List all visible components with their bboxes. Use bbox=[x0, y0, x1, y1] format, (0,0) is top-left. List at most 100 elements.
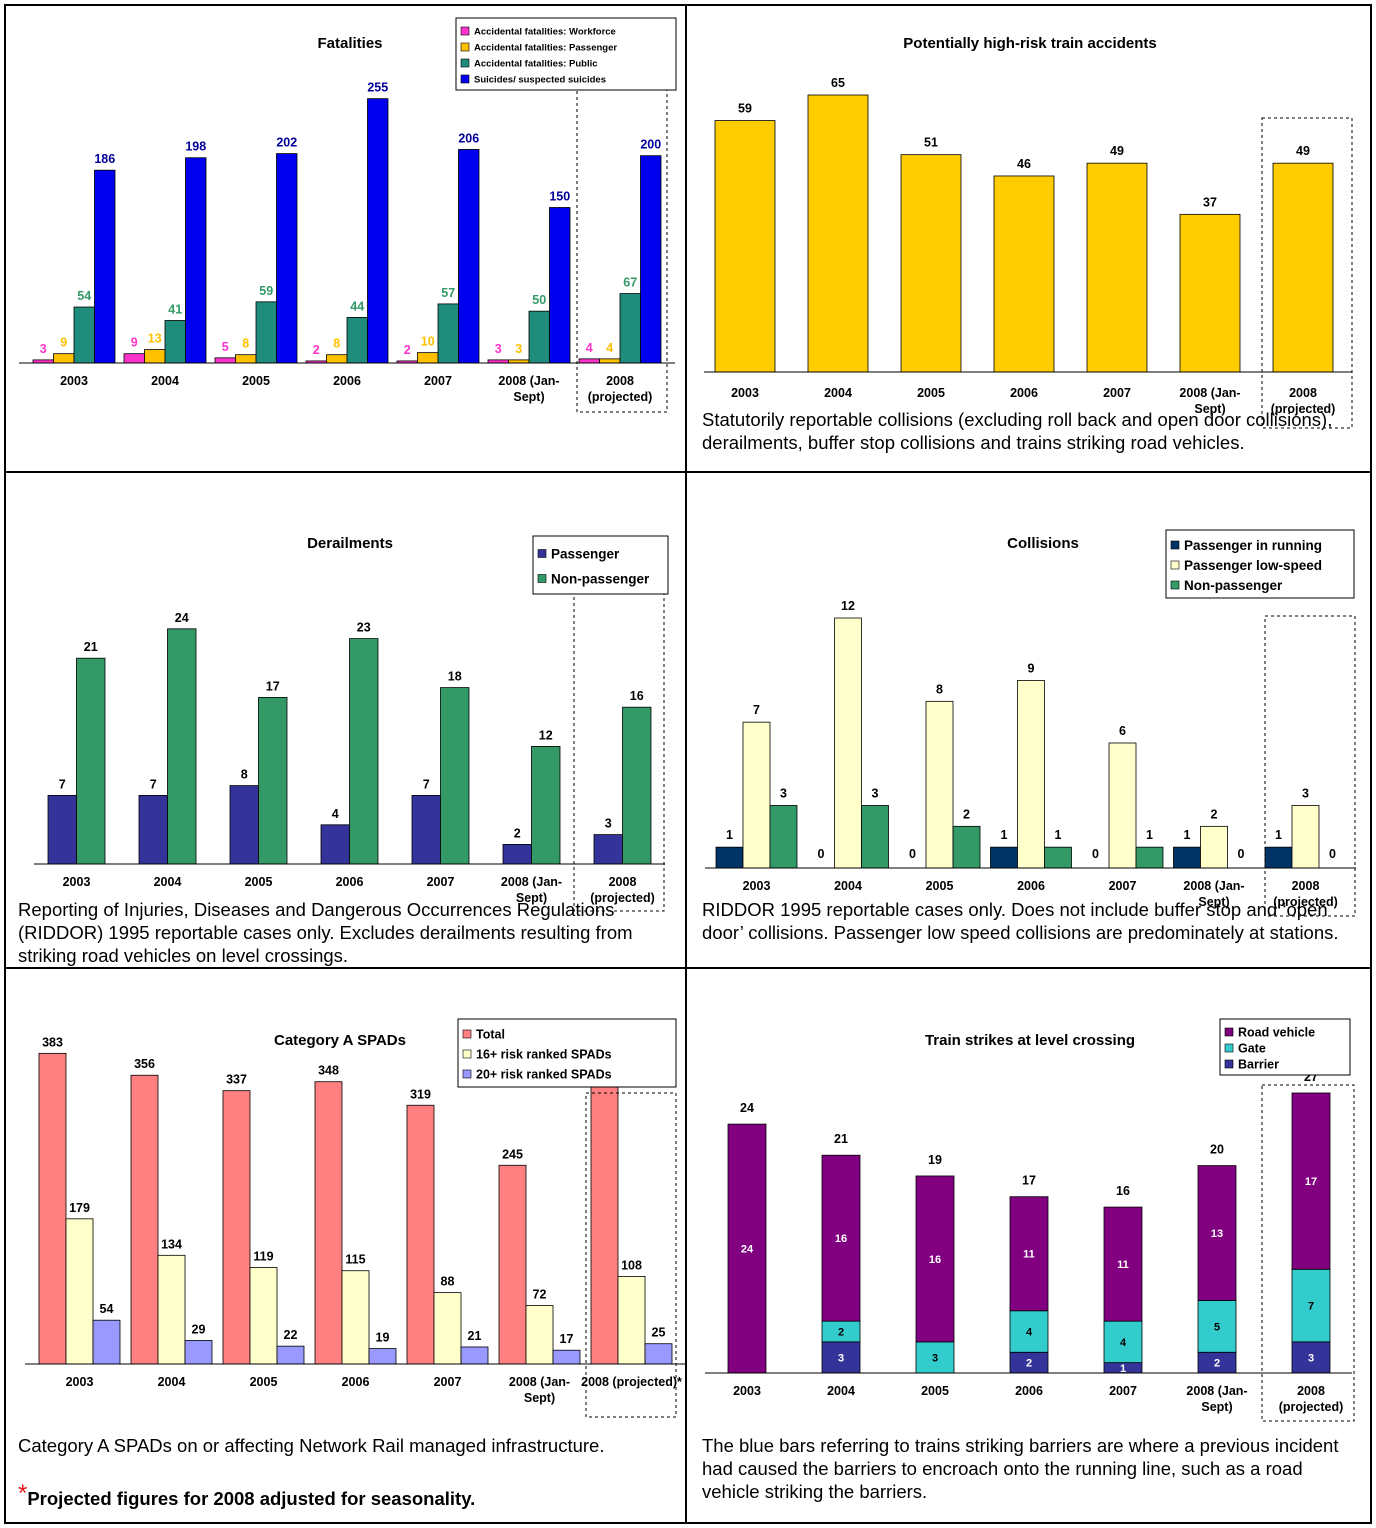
x-tick-label: 2004 bbox=[158, 1375, 186, 1389]
data-label: 3 bbox=[495, 342, 502, 356]
x-tick-label: 2007 bbox=[434, 1375, 462, 1389]
legend-label: Passenger bbox=[551, 546, 620, 561]
data-label: 0 bbox=[1092, 847, 1099, 861]
data-label: 1 bbox=[1055, 828, 1062, 842]
chart-title: Category A SPADs bbox=[274, 1032, 406, 1049]
data-label: 3 bbox=[780, 787, 787, 801]
data-label: 0 bbox=[1238, 847, 1245, 861]
bar bbox=[1179, 213, 1241, 373]
total-label: 21 bbox=[834, 1132, 848, 1146]
legend-label: Accidental fatalities: Workforce bbox=[474, 26, 616, 37]
data-label: 44 bbox=[350, 299, 364, 313]
data-label: 17 bbox=[266, 679, 280, 693]
x-tick-label: 2008 (Jan- bbox=[498, 374, 559, 388]
vertical-divider bbox=[685, 4, 687, 1524]
data-label: 0 bbox=[1329, 847, 1336, 861]
x-tick-label: 2003 bbox=[731, 386, 759, 400]
bar bbox=[47, 795, 77, 865]
data-label: 383 bbox=[42, 1035, 63, 1049]
bar bbox=[1200, 825, 1228, 869]
x-tick-label: 2008 (Jan- bbox=[501, 875, 562, 889]
data-label: 206 bbox=[458, 131, 479, 145]
bar-segment bbox=[1009, 1196, 1049, 1312]
x-tick-label: (projected) bbox=[1273, 895, 1338, 909]
x-tick-label: Sept) bbox=[1201, 1400, 1232, 1414]
x-tick-label: 2006 bbox=[1015, 1384, 1043, 1398]
data-label: 49 bbox=[1110, 144, 1124, 158]
x-tick-label: 2003 bbox=[60, 374, 88, 388]
derailments-chart: Derailments72120037242004817200542320067… bbox=[34, 535, 669, 912]
panel-grid bbox=[4, 4, 1372, 1524]
chart-title: Train strikes at level crossing bbox=[925, 1032, 1135, 1049]
bar bbox=[1108, 742, 1137, 869]
data-label: 7 bbox=[753, 703, 760, 717]
data-label: 356 bbox=[134, 1057, 155, 1071]
projected-box bbox=[1261, 1084, 1355, 1422]
bar bbox=[320, 824, 350, 865]
x-tick-label: (projected) bbox=[590, 891, 655, 905]
bar bbox=[411, 795, 441, 865]
x-tick-label: 2005 bbox=[917, 386, 945, 400]
data-label: 59 bbox=[259, 284, 273, 298]
legend-label: Passenger in running bbox=[1184, 538, 1322, 553]
segment-label: 3 bbox=[932, 1352, 938, 1364]
data-label: 24 bbox=[175, 611, 189, 625]
data-label: 6 bbox=[1119, 724, 1126, 738]
bar bbox=[861, 805, 889, 869]
segment-label: 1 bbox=[1120, 1363, 1126, 1375]
chart-title: Fatalities bbox=[317, 35, 382, 52]
data-label: 12 bbox=[841, 599, 855, 613]
data-label: 200 bbox=[640, 138, 661, 152]
data-label: 21 bbox=[84, 640, 98, 654]
x-tick-label: (projected) bbox=[1271, 402, 1336, 416]
bar bbox=[531, 746, 561, 865]
footnote-text: Projected figures for 2008 adjusted for … bbox=[27, 1488, 476, 1509]
x-tick-label: 2006 bbox=[1017, 879, 1045, 893]
data-label: 12 bbox=[539, 728, 553, 742]
bar bbox=[807, 94, 869, 373]
x-tick-label: 2008 bbox=[1297, 1384, 1325, 1398]
data-label: 1 bbox=[1146, 828, 1153, 842]
legend-label: Passenger low-speed bbox=[1184, 558, 1322, 573]
total-label: 19 bbox=[928, 1153, 942, 1167]
derailments-note: Reporting of Injuries, Diseases and Dang… bbox=[18, 899, 633, 966]
data-label: 134 bbox=[161, 1237, 182, 1251]
x-tick-label: 2003 bbox=[63, 875, 91, 889]
bar-segment bbox=[1197, 1165, 1237, 1301]
data-label: 3 bbox=[40, 342, 47, 356]
legend-swatch bbox=[1170, 580, 1180, 590]
spads-footnote: *Projected figures for 2008 adjusted for… bbox=[18, 1480, 476, 1512]
bar bbox=[440, 687, 470, 865]
bar bbox=[769, 805, 798, 869]
data-label: 255 bbox=[367, 81, 388, 95]
x-tick-label: 2008 bbox=[609, 875, 637, 889]
x-tick-label: 2008 (Jan- bbox=[1186, 1384, 1247, 1398]
bar bbox=[1086, 162, 1148, 373]
data-label: 179 bbox=[69, 1201, 90, 1215]
bar bbox=[92, 1319, 121, 1365]
x-tick-label: 2007 bbox=[1109, 1384, 1137, 1398]
bar bbox=[157, 1254, 186, 1365]
data-label: 115 bbox=[345, 1253, 365, 1267]
segment-label: 3 bbox=[1308, 1352, 1314, 1364]
spads-note: Category A SPADs on or affecting Network… bbox=[18, 1435, 605, 1456]
data-label: 46 bbox=[1017, 157, 1031, 171]
x-tick-label: 2006 bbox=[1010, 386, 1038, 400]
legend-box bbox=[1165, 529, 1355, 599]
legend-box bbox=[455, 17, 677, 91]
data-label: 1 bbox=[1275, 828, 1282, 842]
total-label: 20 bbox=[1210, 1143, 1224, 1157]
data-label: 49 bbox=[1296, 144, 1310, 158]
legend-label: Gate bbox=[1238, 1042, 1266, 1056]
data-label: 7 bbox=[423, 777, 430, 791]
x-tick-label: Sept) bbox=[1198, 895, 1229, 909]
data-label: 2 bbox=[514, 826, 521, 840]
bar bbox=[341, 1270, 370, 1365]
data-label: 23 bbox=[357, 621, 371, 635]
bar bbox=[900, 154, 962, 373]
legend-swatch bbox=[460, 42, 470, 52]
data-label: 348 bbox=[318, 1064, 339, 1078]
footnote-asterisk: * bbox=[18, 1480, 28, 1507]
data-label: 8 bbox=[241, 768, 248, 782]
